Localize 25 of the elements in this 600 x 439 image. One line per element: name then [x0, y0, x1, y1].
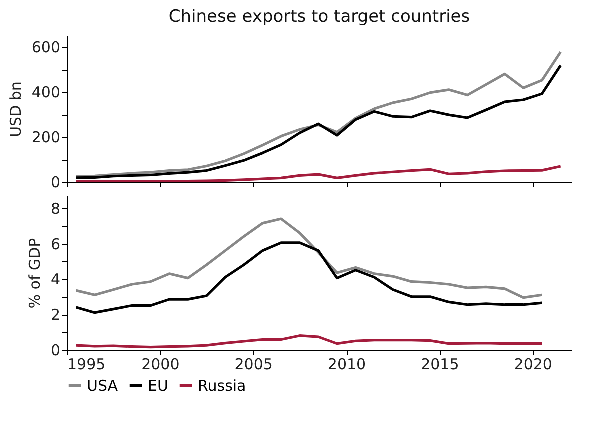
x-tick-label: 2010 [328, 356, 366, 374]
y-axis-title: USD bn [6, 82, 25, 138]
x-tick-label: 2000 [142, 356, 180, 374]
y-axis-title: % of GDP [26, 238, 44, 309]
y-tick-label: 8 [50, 200, 60, 218]
y-tick-label: 0 [50, 174, 60, 192]
chart-title: Chinese exports to target countries [168, 7, 470, 27]
y-tick-label: 0 [50, 342, 60, 360]
legend-label: EU [148, 377, 168, 395]
line-series [75, 242, 544, 314]
legend-label: Russia [198, 377, 246, 395]
y-tick-label: 6 [50, 235, 60, 254]
x-tick-label: 1995 [68, 356, 106, 374]
line-series [75, 165, 562, 182]
line-series [75, 218, 544, 300]
y-tick-label: 4 [50, 270, 60, 289]
legend-label: USA [87, 377, 119, 395]
y-tick-label: 600 [32, 38, 60, 57]
y-tick-label: 200 [32, 128, 60, 147]
x-tick-label: 2015 [421, 356, 460, 374]
line-series [75, 334, 544, 349]
x-tick-label: 2020 [514, 356, 552, 374]
x-tick-label: 2005 [234, 356, 273, 374]
y-tick-label: 400 [32, 84, 60, 102]
y-tick-label: 2 [50, 306, 60, 324]
